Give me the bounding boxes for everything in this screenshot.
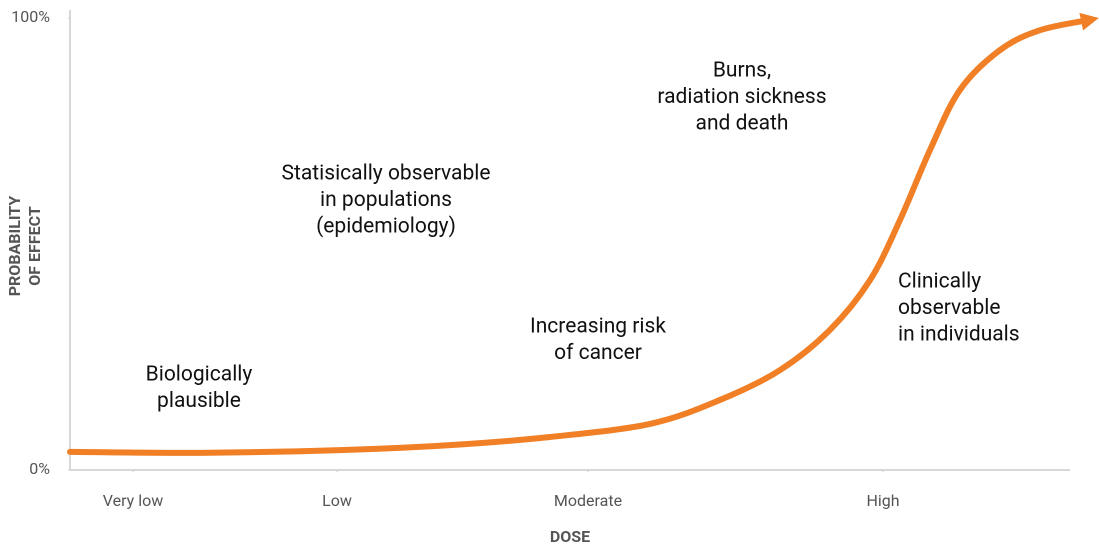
annotation: Clinically [898, 270, 981, 294]
curve [67, 12, 1099, 456]
x-tick-label: Low [322, 491, 352, 510]
annotation: in populations [320, 188, 452, 212]
annotation: Biologically [146, 363, 253, 387]
y-tick-label: 0% [29, 459, 50, 478]
annotation: and death [696, 112, 789, 136]
x-tick-label: Moderate [554, 491, 622, 510]
y-axis-label: OF EFFECT [25, 206, 44, 286]
annotation: radiation sickness [657, 85, 826, 109]
annotation: plausible [157, 389, 241, 413]
annotation: in individuals [898, 323, 1020, 347]
annotation: Increasing risk [530, 315, 666, 339]
x-tick-label: Very low [103, 491, 163, 510]
x-tick-label: High [866, 491, 899, 510]
annotation: (epidemiology) [316, 215, 456, 239]
annotation: observable [898, 296, 1001, 320]
annotation: Statisically observable [282, 162, 491, 186]
annotation: of cancer [554, 341, 642, 365]
y-axis-label: PROBABILITY [5, 196, 24, 297]
x-axis-label: DOSE [550, 527, 590, 546]
annotation: Burns, [713, 59, 771, 83]
y-tick-label: 100% [11, 7, 50, 26]
